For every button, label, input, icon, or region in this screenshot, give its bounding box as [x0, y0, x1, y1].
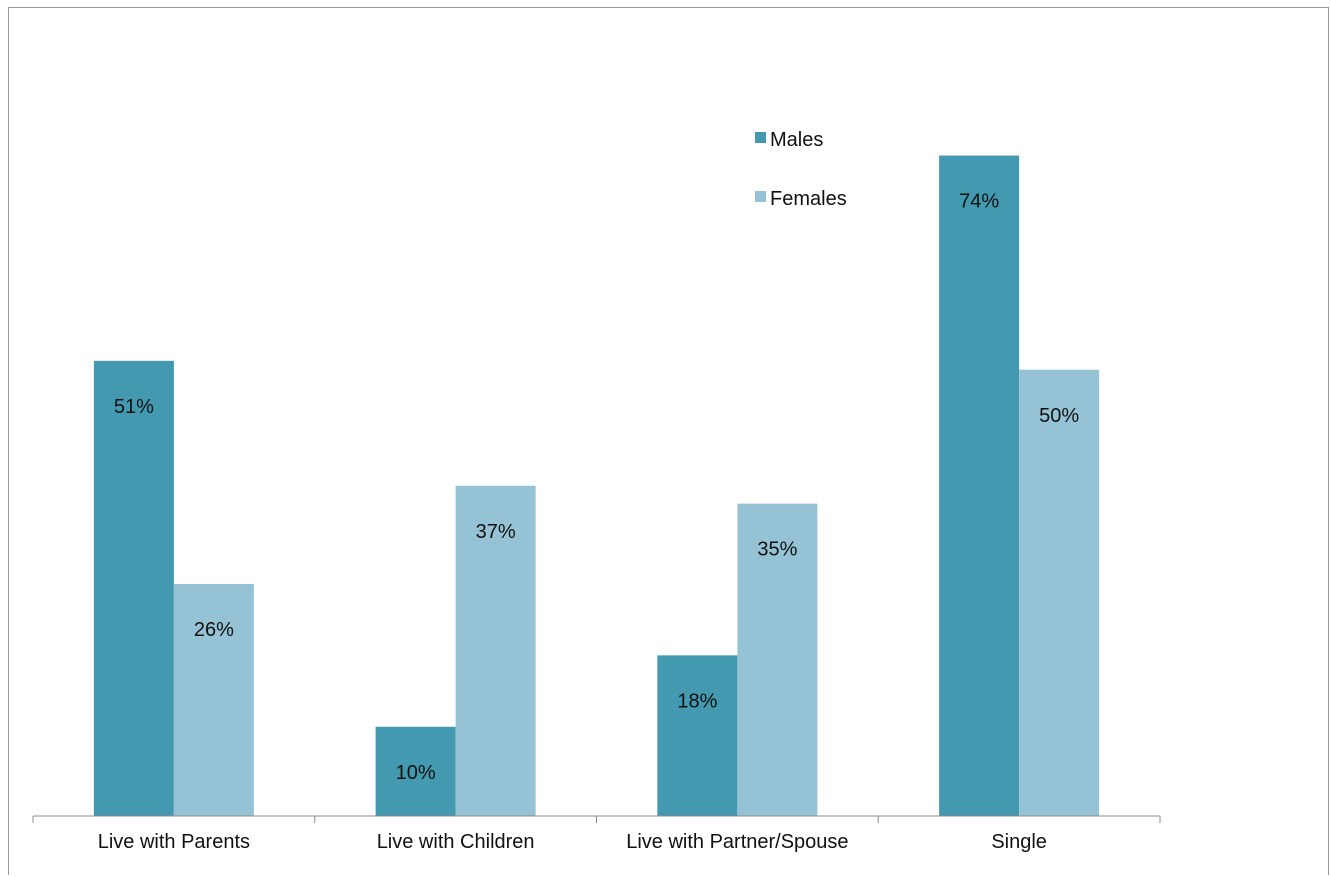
- bar-females-live-with-children: [455, 485, 536, 816]
- data-label-males-live-with-parents: 51%: [114, 396, 154, 418]
- bars-group: [93, 155, 1100, 817]
- data-label-females-live-with-children: 37%: [476, 521, 516, 543]
- data-labels-group: 51% 26% 10% 37% 18% 35% 74% 50%: [114, 191, 1079, 784]
- data-label-females-live-with-partner-spouse: 35%: [757, 539, 797, 561]
- tick-label-single: Single: [991, 831, 1047, 853]
- legend-label-females: Females: [770, 188, 847, 210]
- data-label-males-live-with-children: 10%: [396, 762, 436, 784]
- bar-females-live-with-parents: [173, 583, 254, 816]
- tick-label-live-with-partner-spouse: Live with Partner/Spouse: [626, 831, 848, 853]
- bar-females-live-with-partner-spouse: [737, 503, 818, 816]
- data-label-males-live-with-partner-spouse: 18%: [677, 690, 717, 712]
- chart-frame: [8, 7, 1329, 875]
- tick-label-live-with-parents: Live with Parents: [98, 831, 250, 853]
- legend-label-males: Males: [770, 129, 823, 151]
- bar-males-live-with-partner-spouse: [657, 655, 738, 816]
- legend-swatch-males: [755, 132, 766, 143]
- legend: Males Females: [755, 129, 847, 210]
- x-axis-ticks: [32, 816, 1161, 823]
- tick-label-live-with-children: Live with Children: [377, 831, 535, 853]
- bar-females-single: [1019, 369, 1100, 816]
- bar-males-live-with-children: [375, 726, 456, 816]
- data-label-females-live-with-parents: 26%: [194, 619, 234, 641]
- data-label-females-single: 50%: [1039, 405, 1079, 427]
- bar-males-live-with-parents: [93, 360, 174, 816]
- legend-swatch-females: [755, 191, 766, 202]
- bar-males-single: [939, 155, 1020, 817]
- x-axis-tick-labels: Live with Parents Live with Children Live …: [98, 831, 1047, 853]
- data-label-males-single: 74%: [959, 191, 999, 213]
